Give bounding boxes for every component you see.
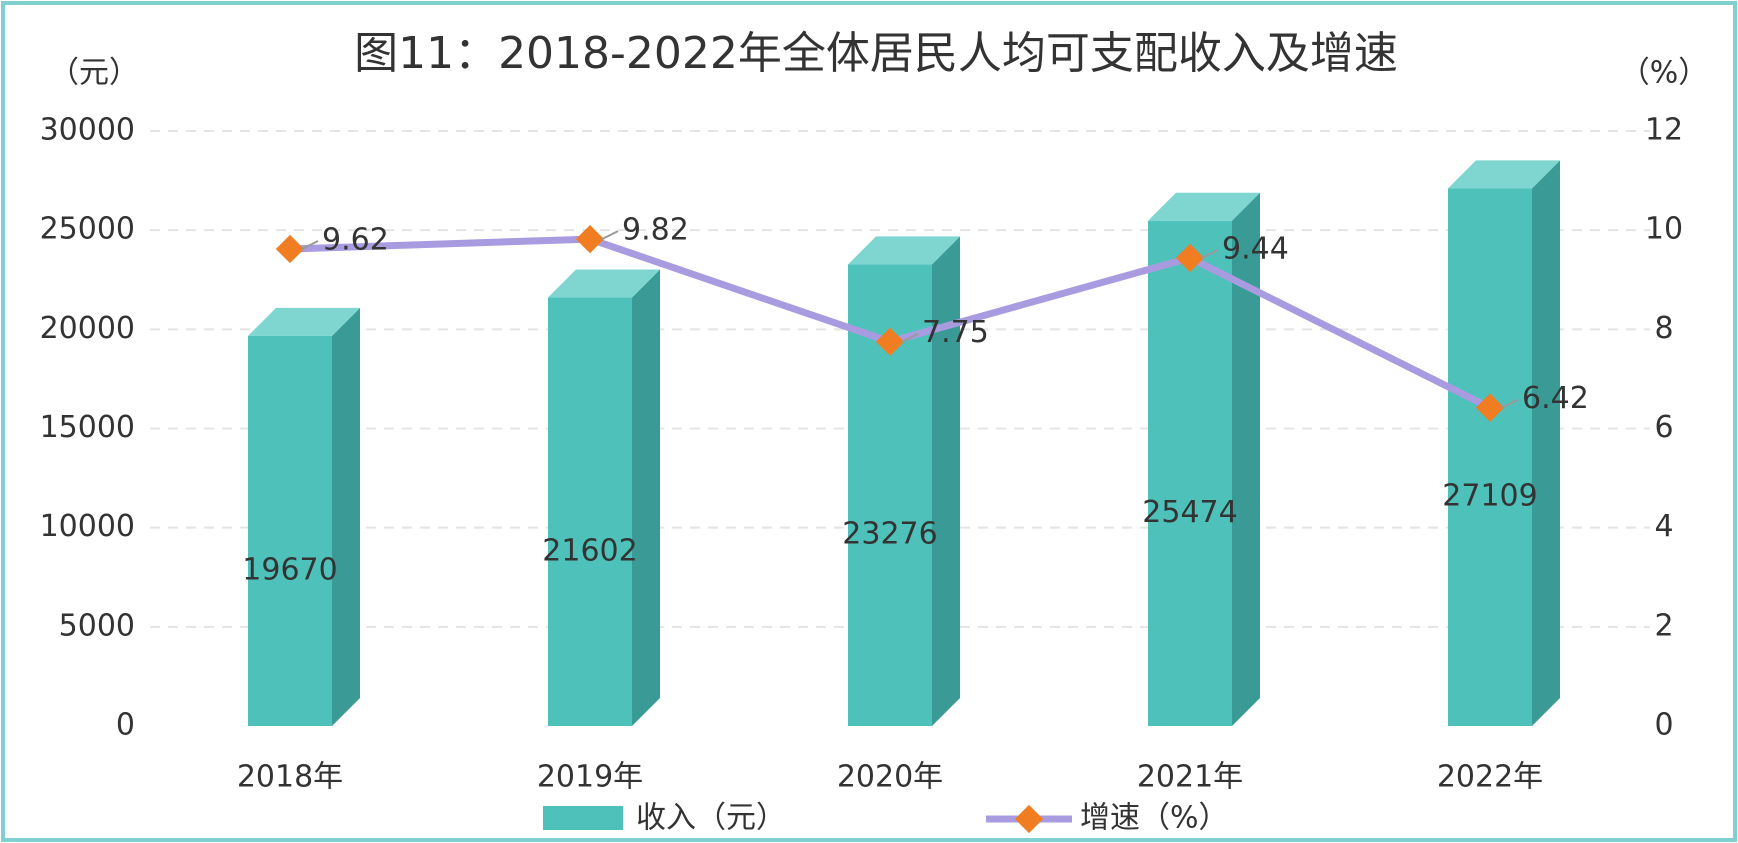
bar <box>1448 188 1532 727</box>
bar <box>248 335 332 726</box>
legend-label: 增速（%） <box>1080 801 1229 836</box>
legend-swatch <box>543 806 623 830</box>
bar-top <box>248 307 360 336</box>
line-value-label: 6.42 <box>1522 381 1589 416</box>
bar <box>1148 220 1232 726</box>
bar-value-label: 27109 <box>1442 479 1537 514</box>
leader-line <box>301 240 319 250</box>
bar-top <box>548 269 660 298</box>
y2-tick-label: 12 <box>1645 113 1683 148</box>
line-value-label: 9.44 <box>1222 231 1289 266</box>
bar-side <box>632 269 660 726</box>
leader-line <box>1501 398 1519 409</box>
y2-tick-label: 4 <box>1654 509 1673 544</box>
bar-value-label: 19670 <box>242 552 337 587</box>
y2-tick-label: 2 <box>1654 608 1673 643</box>
bar <box>548 297 632 726</box>
y2-axis-label: （%） <box>1620 56 1709 91</box>
legend-label: 收入（元） <box>636 801 786 836</box>
y2-tick-label: 8 <box>1654 311 1673 346</box>
chart-title: 图11：2018-2022年全体居民人均可支配收入及增速 <box>354 28 1398 79</box>
line-marker <box>575 224 605 254</box>
y-tick-label: 25000 <box>40 212 135 247</box>
y-tick-label: 10000 <box>40 509 135 544</box>
y2-tick-label: 0 <box>1654 708 1673 743</box>
bar-value-label: 21602 <box>542 533 637 568</box>
bar-side <box>932 236 960 727</box>
bar-side <box>1532 160 1560 727</box>
y2-tick-label: 6 <box>1654 410 1673 445</box>
y-tick-label: 5000 <box>59 608 135 643</box>
y-tick-label: 15000 <box>40 410 135 445</box>
x-tick-label: 2018年 <box>237 760 343 795</box>
line-value-label: 7.75 <box>922 315 989 350</box>
y2-tick-label: 10 <box>1645 212 1683 247</box>
y-tick-label: 30000 <box>40 113 135 148</box>
x-tick-label: 2019年 <box>537 760 643 795</box>
legend-marker <box>1014 804 1044 834</box>
leader-line <box>1201 249 1219 259</box>
x-tick-label: 2022年 <box>1437 760 1543 795</box>
line-value-label: 9.82 <box>622 213 689 248</box>
bar-value-label: 25474 <box>1142 495 1237 530</box>
x-tick-label: 2021年 <box>1137 760 1243 795</box>
leader-line <box>601 230 619 240</box>
y-axis-label: （元） <box>49 56 139 91</box>
bar-top <box>1448 160 1560 189</box>
x-tick-label: 2020年 <box>837 760 943 795</box>
line-marker <box>1175 243 1205 273</box>
bar-value-label: 23276 <box>842 517 937 552</box>
y-tick-label: 20000 <box>40 311 135 346</box>
bar-side <box>1232 192 1260 726</box>
line-marker <box>1475 393 1505 422</box>
line-marker <box>875 327 905 356</box>
leader-line <box>901 332 919 343</box>
bar-top <box>848 236 960 265</box>
bar-top <box>1148 192 1260 221</box>
line-value-label: 9.62 <box>322 223 389 258</box>
bar-side <box>332 307 360 726</box>
y-tick-label: 0 <box>116 708 135 743</box>
